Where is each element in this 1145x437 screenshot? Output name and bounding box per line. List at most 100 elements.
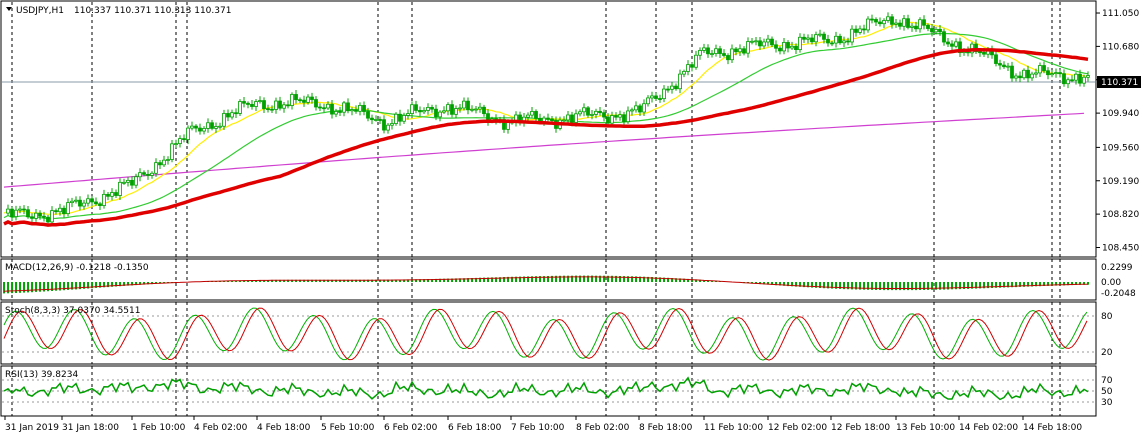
main-pane[interactable] bbox=[0, 0, 1097, 258]
candle-body bbox=[858, 28, 862, 33]
candle-body bbox=[106, 193, 110, 197]
candle-body bbox=[238, 101, 242, 114]
candle-body bbox=[786, 42, 790, 49]
candle-body bbox=[806, 37, 810, 40]
stoch-label: Stoch(8,3,3) 37.0370 34.5511 bbox=[5, 306, 140, 316]
candle-body bbox=[942, 31, 946, 43]
time-axis-label: 14 Feb 02:00 bbox=[959, 423, 1018, 433]
candle-body bbox=[438, 111, 442, 118]
candle-body bbox=[998, 63, 1002, 66]
candle-body bbox=[982, 51, 986, 55]
candle-body bbox=[882, 20, 886, 25]
price-axis: 111.050110.680110.310109.940109.560109.1… bbox=[1096, 9, 1139, 254]
candle-body bbox=[562, 119, 566, 122]
candle-body bbox=[462, 100, 466, 109]
candle-body bbox=[310, 96, 314, 100]
candle-body bbox=[190, 125, 194, 129]
time-axis: 31 Jan 2019 31 Jan 18:00 1 Feb 10:00 4 Feb … bbox=[4, 416, 1082, 433]
candle-body bbox=[642, 103, 646, 113]
candle-body bbox=[878, 21, 882, 25]
candle-body bbox=[90, 198, 94, 203]
time-axis-label: 31 Jan 2019 bbox=[5, 423, 59, 433]
candle-body bbox=[826, 38, 830, 44]
candle-body bbox=[870, 18, 874, 21]
time-axis-label: 1 Feb 10:00 bbox=[132, 423, 186, 433]
stoch-signal-line bbox=[3, 307, 1088, 361]
candle-body bbox=[698, 50, 702, 56]
candle-body bbox=[650, 95, 654, 99]
time-axis-label: 12 Feb 02:00 bbox=[768, 423, 827, 433]
candle-body bbox=[906, 18, 910, 28]
time-axis-label: 11 Feb 10:00 bbox=[704, 423, 763, 433]
candle-body bbox=[298, 99, 302, 102]
candle-body bbox=[146, 173, 150, 176]
candle-body bbox=[590, 114, 594, 116]
candle-body bbox=[646, 97, 650, 105]
candle-body bbox=[418, 110, 422, 113]
time-axis-label: 8 Feb 02:00 bbox=[576, 423, 630, 433]
candle-body bbox=[910, 25, 914, 28]
price-axis-label: 109.940 bbox=[1102, 109, 1139, 119]
candle-body bbox=[402, 115, 406, 122]
candle-body bbox=[742, 48, 746, 54]
candle-body bbox=[754, 40, 758, 43]
candle-body bbox=[18, 208, 22, 211]
candle-body bbox=[210, 122, 214, 129]
price-axis-label: 109.560 bbox=[1102, 143, 1139, 153]
candle-body bbox=[934, 28, 938, 33]
stoch-pane[interactable] bbox=[0, 301, 1097, 365]
candle-body bbox=[586, 107, 590, 116]
candle-body bbox=[70, 200, 74, 204]
candle-body bbox=[570, 114, 574, 123]
candle-body bbox=[474, 108, 478, 111]
candle-body bbox=[622, 114, 626, 123]
candle-body bbox=[626, 110, 630, 123]
dropdown-triangle-icon[interactable] bbox=[6, 7, 12, 11]
candle-body bbox=[286, 104, 290, 107]
candle-body bbox=[682, 71, 686, 75]
candle-body bbox=[314, 99, 318, 108]
price-axis-label: 110.680 bbox=[1102, 42, 1139, 52]
candle-body bbox=[1086, 75, 1090, 78]
candle-body bbox=[938, 28, 942, 33]
candle-body bbox=[834, 35, 838, 44]
candle-body bbox=[758, 40, 762, 47]
candle-body bbox=[690, 64, 694, 68]
candle-body bbox=[134, 176, 138, 186]
candle-body bbox=[694, 54, 698, 68]
time-axis-label: 6 Feb 02:00 bbox=[384, 423, 438, 433]
candle-body bbox=[954, 41, 958, 47]
candle-body bbox=[850, 28, 854, 43]
candle-body bbox=[442, 110, 446, 113]
candle-body bbox=[794, 45, 798, 51]
candle-body bbox=[230, 112, 234, 118]
time-axis-label: 4 Feb 18:00 bbox=[257, 423, 311, 433]
candle-body bbox=[162, 159, 166, 166]
candle-body bbox=[22, 208, 26, 211]
candle-body bbox=[114, 192, 118, 196]
candle-body bbox=[62, 207, 66, 215]
candle-body bbox=[158, 162, 162, 166]
candle-body bbox=[262, 100, 266, 110]
ohlc-values: 110.337 110.371 110.313 110.371 bbox=[74, 6, 231, 16]
candle-body bbox=[730, 48, 734, 61]
candle-body bbox=[378, 119, 382, 121]
candle-body bbox=[454, 108, 458, 115]
candle-body bbox=[974, 43, 978, 53]
time-axis-label: 13 Feb 10:00 bbox=[896, 423, 955, 433]
candle-body bbox=[206, 122, 210, 129]
candle-body bbox=[978, 51, 982, 54]
candle-body bbox=[790, 45, 794, 49]
main-header: USDJPY,H1 110.337 110.371 110.313 110.37… bbox=[6, 6, 231, 16]
candle-body bbox=[182, 138, 186, 141]
candle-body bbox=[1026, 69, 1030, 79]
candle-body bbox=[738, 48, 742, 53]
candle-body bbox=[766, 38, 770, 43]
ma-red bbox=[3, 48, 1089, 227]
candle-body bbox=[1038, 65, 1042, 74]
candle-body bbox=[1042, 65, 1046, 72]
candle-body bbox=[94, 201, 98, 205]
candle-body bbox=[702, 47, 706, 51]
candle-body bbox=[922, 19, 926, 26]
